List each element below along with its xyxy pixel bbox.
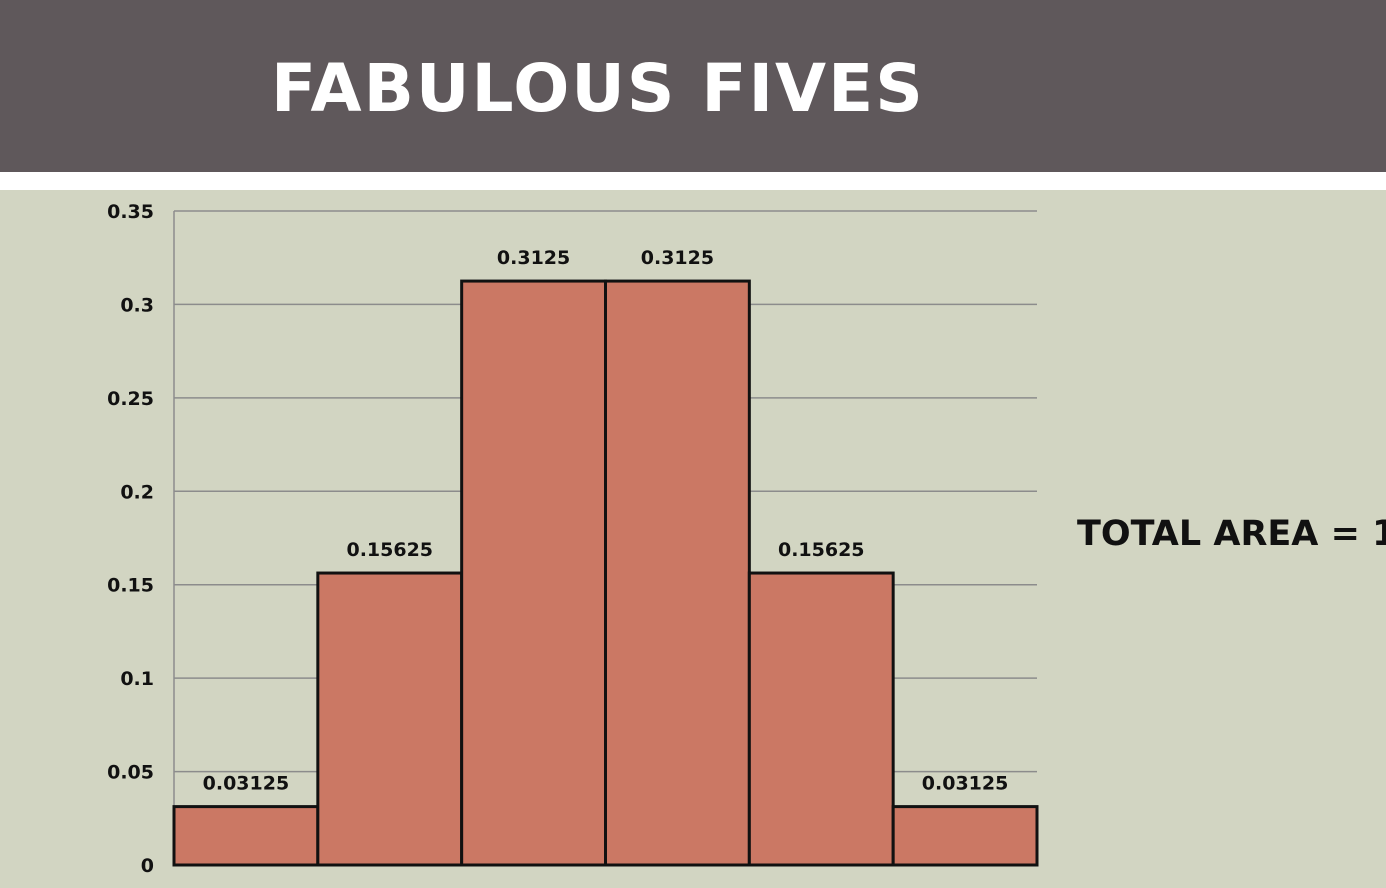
- bar-data-label: 0.3125: [641, 247, 714, 269]
- histogram-bar: [604, 279, 751, 867]
- histogram-bar: [891, 805, 1039, 867]
- y-tick-label: 0: [141, 855, 154, 877]
- divider-strip: [0, 172, 1386, 190]
- bar-data-label: 0.15625: [778, 539, 865, 561]
- y-tick-label: 0.25: [107, 388, 154, 410]
- title-bar: FABULOUS FIVES: [0, 0, 1386, 172]
- histogram-chart: 0 0.05 0.1 0.15 0.2 0.25 0.3 0.35 0.03125 0.15625…: [107, 201, 1039, 877]
- slide-title: FABULOUS FIVES: [271, 50, 925, 127]
- total-area-annotation: TOTAL AREA = 1: [1077, 514, 1386, 554]
- bar-data-label: 0.03125: [203, 773, 290, 795]
- histogram-bar: [316, 571, 464, 867]
- bar-data-label: 0.15625: [346, 539, 433, 561]
- y-tick-label: 0.3: [120, 294, 154, 316]
- y-tick-label: 0.2: [120, 481, 154, 503]
- histogram-bar: [460, 279, 607, 867]
- y-tick-label: 0.35: [107, 201, 154, 223]
- y-tick-label: 0.05: [107, 762, 154, 784]
- bar-data-label: 0.3125: [497, 247, 570, 269]
- y-tick-label: 0.1: [120, 668, 154, 690]
- bar-data-label: 0.03125: [922, 773, 1009, 795]
- y-tick-label: 0.15: [107, 575, 154, 597]
- histogram-bar: [747, 571, 895, 867]
- chart-area: 0 0.05 0.1 0.15 0.2 0.25 0.3 0.35 0.03125 0.15625…: [0, 190, 1386, 888]
- histogram-bar: [172, 805, 320, 867]
